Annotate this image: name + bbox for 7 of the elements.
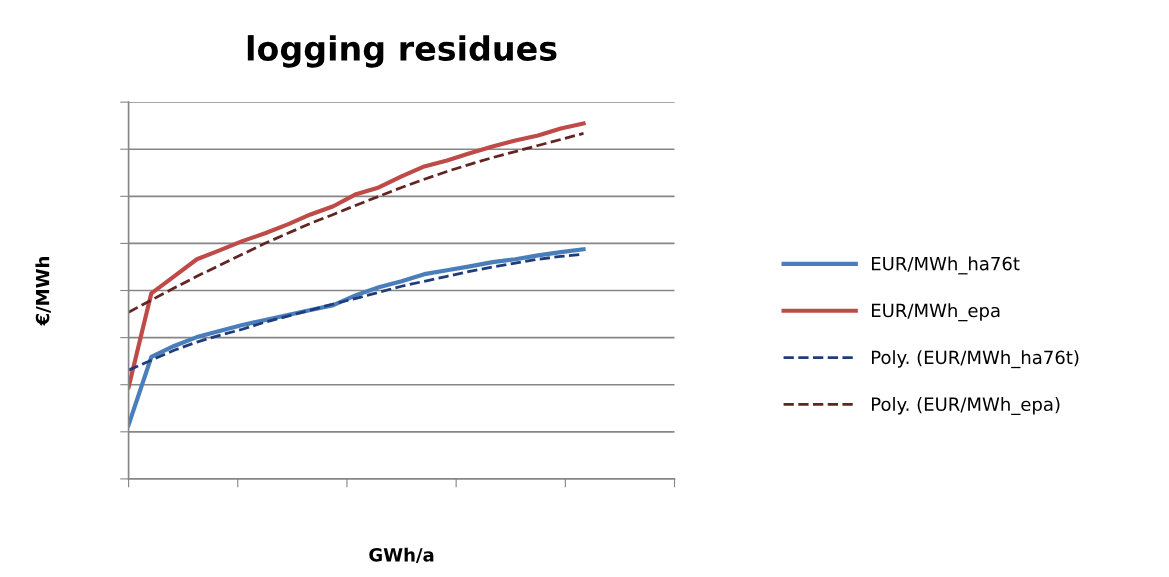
legend-label: EUR/MWh_epa: [872, 303, 1000, 322]
legend-label: Poly. (EUR/MWh_epa): [872, 397, 1060, 416]
y-axis-title: €/MWh: [35, 256, 51, 326]
legend-label: EUR/MWh_ha76t: [872, 256, 1020, 275]
legend-label: Poly. (EUR/MWh_ha76t): [872, 350, 1079, 369]
chart-title: logging residues: [247, 35, 557, 68]
x-axis-title: GWh/a: [369, 547, 434, 564]
